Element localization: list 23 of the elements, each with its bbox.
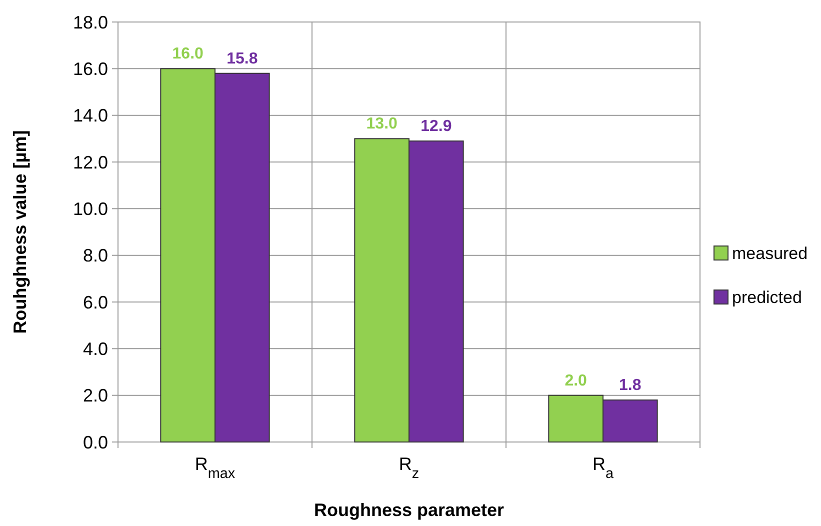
data-label: 16.0: [172, 46, 204, 63]
y-tick-label: 16.0: [72, 58, 108, 79]
y-tick-label: 10.0: [72, 198, 108, 219]
x-tick-label: R$_{z}$: [398, 454, 420, 482]
y-tick-label: 0.0: [82, 432, 108, 452]
y-tick-label: 6.0: [82, 292, 108, 312]
data-label: 12.9: [420, 118, 452, 135]
data-label: 2.0: [564, 372, 588, 390]
data-label: 13.0: [366, 116, 398, 133]
data-label: 15.8: [226, 50, 258, 68]
y-tick-label: 2.0: [82, 386, 108, 406]
x-tick-label: R$_{max}$: [194, 454, 236, 482]
y-tick-label: 12.0: [72, 152, 108, 172]
y-tick-label: 4.0: [82, 338, 108, 359]
y-tick-label: 18.0: [72, 12, 108, 32]
legend-label: predicted: [732, 288, 802, 307]
y-tick-label: 8.0: [82, 246, 108, 266]
data-label: 1.8: [619, 377, 642, 394]
x-axis-title: Roughness parameter: [314, 500, 504, 520]
y-axis-title: Rouhghness value [µm]: [10, 130, 30, 334]
x-tick-label: R$_{a}$: [592, 454, 614, 482]
legend-label: measured: [732, 244, 808, 263]
y-tick-label: 14.0: [72, 106, 108, 126]
